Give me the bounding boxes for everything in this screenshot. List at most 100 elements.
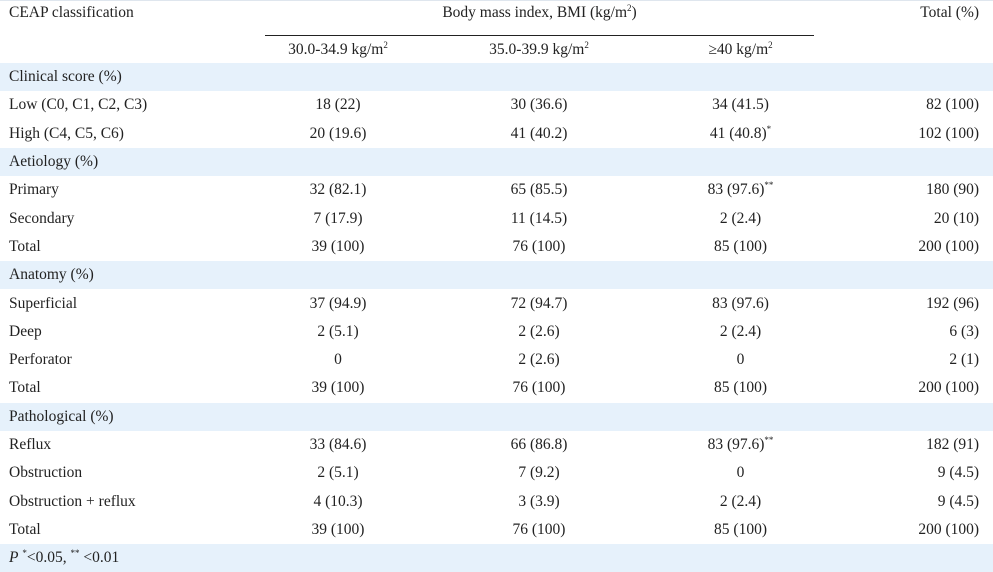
bmi-35-39-header: 35.0-39.9 kg/m2: [411, 35, 667, 63]
row-label: Total: [9, 520, 41, 538]
table-row: High (C4, C5, C6) 20 (19.6) 41 (40.2) 41 (4…: [0, 120, 993, 148]
bmi-40-cell: 85 (100): [714, 379, 767, 397]
row-label: Total: [9, 237, 41, 255]
top-border: [0, 0, 993, 1]
bmi-35-39-cell: 66 (86.8): [510, 436, 568, 453]
bmi-30-34-cell: 39 (100): [311, 237, 365, 255]
total-cell: 200 (100): [918, 520, 980, 538]
section-label: Anatomy (%): [0, 261, 993, 290]
row-label: Reflux: [9, 436, 52, 453]
bmi-40-cell: 2 (2.4): [719, 492, 762, 510]
table-row: Primary 32 (82.1) 65 (85.5) 83 (97.6)** 180 …: [0, 176, 993, 204]
row-label: High (C4, C5, C6): [9, 124, 124, 142]
bmi-30-34-header: 30.0-34.9 kg/m2: [265, 35, 411, 63]
bmi-35-39-cell: 65 (85.5): [510, 181, 568, 199]
bmi-30-34-cell: 4 (10.3): [313, 492, 363, 510]
section-row: Anatomy (%): [0, 261, 993, 290]
bmi-35-39-cell: 41 (40.2): [510, 124, 568, 142]
section-row: Clinical score (%): [0, 63, 993, 92]
bmi-30-34-cell: 18 (22): [315, 96, 361, 114]
row-label: Obstruction + reflux: [9, 492, 136, 510]
bmi-30-34-cell: 39 (100): [311, 520, 365, 538]
bmi-30-34-cell: 20 (19.6): [309, 124, 367, 142]
header-row: CEAP classification Body mass index, BMI…: [0, 0, 993, 36]
bmi-35-39-cell: 2 (2.6): [518, 351, 560, 369]
table-row: Perforator 0 2 (2.6) 0 2 (1): [0, 346, 993, 374]
table-row: Reflux 33 (84.6) 66 (86.8) 83 (97.6)** 182 (…: [0, 431, 993, 459]
row-label: Perforator: [9, 351, 72, 369]
section-label: Aetiology (%): [0, 147, 993, 177]
bmi-30-34-cell: 39 (100): [311, 379, 365, 397]
total-cell: 192 (96): [926, 294, 980, 312]
table-row: Total 39 (100) 76 (100) 85 (100) 200 (100): [0, 516, 993, 544]
ceap-header: CEAP classification: [0, 0, 265, 36]
row-label: Deep: [9, 322, 42, 340]
total-cell: 6 (3): [949, 322, 980, 340]
table-row: Deep 2 (5.1) 2 (2.6) 2 (2.4) 6 (3): [0, 318, 993, 346]
bmi-35-39-cell: 76 (100): [512, 237, 566, 255]
bmi-40-cell: 83 (97.6)**: [707, 434, 774, 453]
table-row: Obstruction 2 (5.1) 7 (9.2) 0 9 (4.5): [0, 459, 993, 487]
total-header: Total (%): [814, 0, 993, 36]
row-label: Low (C0, C1, C2, C3): [9, 96, 148, 114]
subheader-spacer: [814, 35, 993, 63]
total-cell: 2 (1): [949, 351, 980, 369]
total-cell: 82 (100): [926, 96, 980, 114]
significance-marker: **: [764, 180, 774, 191]
section-row: Aetiology (%): [0, 147, 993, 177]
bmi-35-39-cell: 76 (100): [512, 520, 566, 538]
bmi-40-cell: 2 (2.4): [719, 209, 762, 227]
bmi-30-34-cell: 0: [334, 351, 342, 369]
bmi-30-34-cell: 37 (94.9): [309, 294, 367, 312]
bmi-35-39-cell: 72 (94.7): [510, 294, 568, 312]
subheader-spacer: [0, 35, 265, 63]
bmi-30-34-cell: 7 (17.9): [313, 209, 363, 227]
significance-marker: **: [764, 434, 774, 445]
total-cell: 182 (91): [926, 436, 980, 453]
total-cell: 200 (100): [918, 379, 980, 397]
table-row: Total 39 (100) 76 (100) 85 (100) 200 (100): [0, 233, 993, 261]
total-cell: 200 (100): [918, 237, 980, 255]
bmi-40-cell: 85 (100): [714, 520, 767, 538]
bmi-40-cell: 34 (41.5): [712, 96, 769, 114]
bmi-30-34-cell: 33 (84.6): [309, 436, 367, 453]
row-label: Obstruction: [9, 464, 83, 482]
bmi-40-cell: 0: [736, 464, 745, 482]
section-label: Pathological (%): [0, 402, 993, 431]
total-cell: 9 (4.5): [937, 464, 980, 482]
total-cell: 9 (4.5): [937, 492, 980, 510]
total-cell: 102 (100): [918, 124, 980, 142]
row-label: Superficial: [9, 294, 78, 312]
bmi-40-cell: 85 (100): [714, 237, 767, 255]
bmi-35-39-cell: 7 (9.2): [518, 464, 560, 482]
table-body: Clinical score (%) Low (C0, C1, C2, C3) 18…: [0, 63, 993, 544]
bmi-35-39-cell: 76 (100): [512, 379, 566, 397]
bmi-40-cell: 0: [736, 351, 745, 369]
bmi-30-34-cell: 32 (82.1): [309, 181, 367, 199]
significance-marker: *: [766, 123, 772, 134]
table-row: Total 39 (100) 76 (100) 85 (100) 200 (100): [0, 374, 993, 402]
bmi-40-cell: 41 (40.8)*: [709, 123, 772, 142]
section-label: Clinical score (%): [0, 63, 993, 92]
footnote-row: P *<0.05, ** <0.01: [0, 544, 993, 572]
total-cell: 20 (10): [933, 209, 980, 227]
bmi-35-39-cell: 3 (3.9): [518, 492, 560, 510]
bmi-30-34-cell: 2 (5.1): [317, 464, 359, 482]
row-label: Total: [9, 379, 41, 397]
bmi-40-header: ≥40 kg/m2: [667, 35, 815, 63]
bmi-40-cell: 83 (97.6): [712, 294, 769, 312]
row-label: Primary: [9, 181, 59, 199]
table-row: Superficial 37 (94.9) 72 (94.7) 83 (97.6) 19…: [0, 289, 993, 317]
bmi-35-39-cell: 2 (2.6): [518, 322, 560, 340]
total-cell: 180 (90): [926, 181, 980, 199]
bmi-40-cell: 2 (2.4): [719, 322, 762, 340]
footnote: P *<0.05, ** <0.01: [0, 544, 993, 572]
bmi-30-34-cell: 2 (5.1): [317, 322, 359, 340]
row-label: Secondary: [9, 209, 75, 227]
bmi-40-cell: 83 (97.6)**: [707, 180, 774, 199]
section-row: Pathological (%): [0, 402, 993, 431]
table-row: Secondary 7 (17.9) 11 (14.5) 2 (2.4) 20 (10): [0, 204, 993, 232]
bmi-35-39-cell: 30 (36.6): [510, 96, 568, 114]
